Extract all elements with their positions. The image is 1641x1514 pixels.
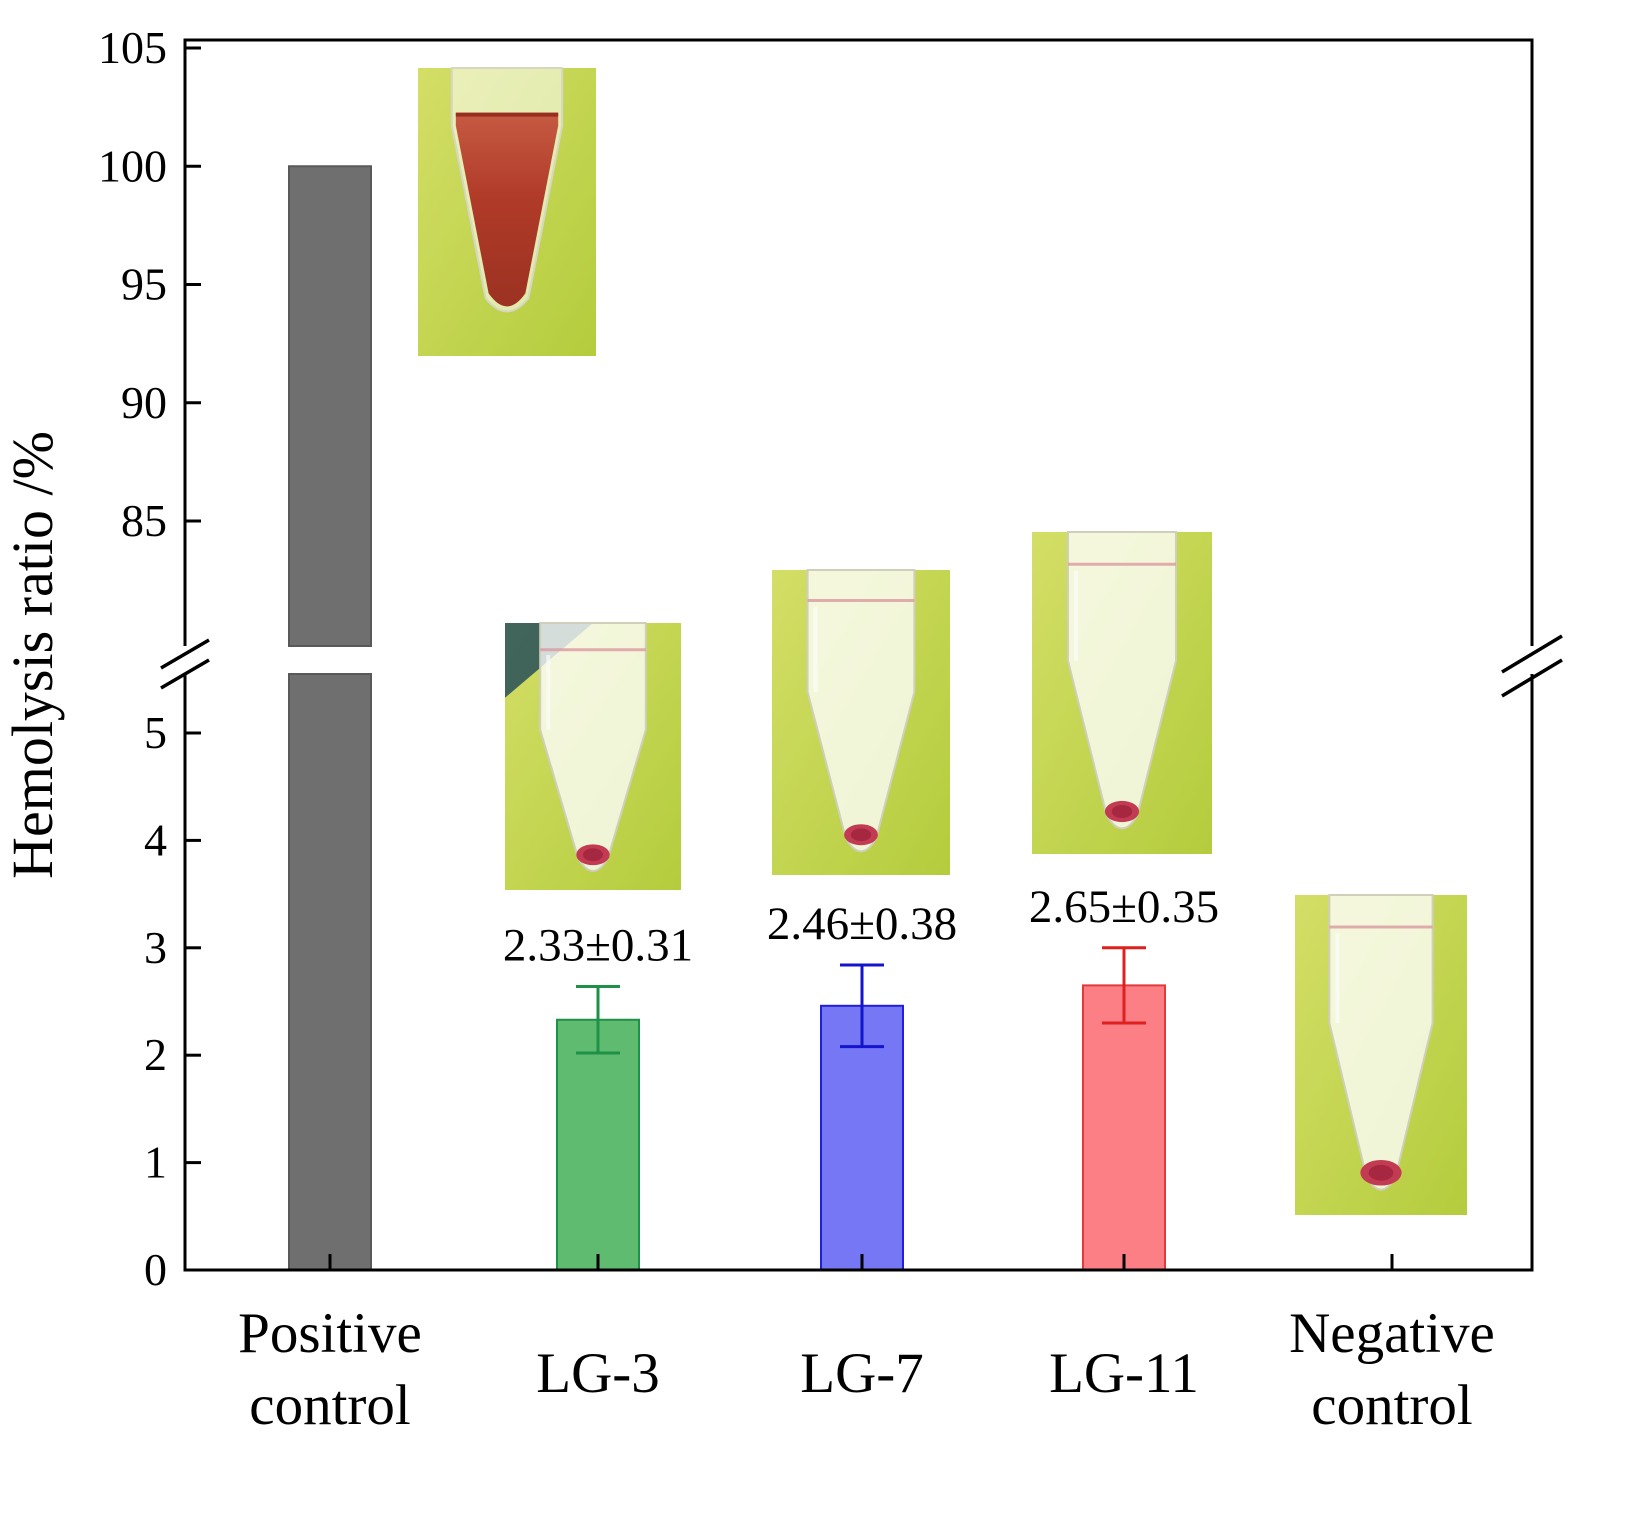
bar-positive-control-lower: [288, 673, 372, 1271]
error-bar-lg-11: [1102, 946, 1146, 1025]
bars: [288, 165, 1166, 1272]
lg7-tube-photo: [772, 569, 950, 875]
bar-lg-11: [1082, 984, 1166, 1271]
red-hemolyzed-liquid: [455, 112, 559, 307]
x-tick-label: LG-11: [1049, 1342, 1199, 1405]
y-tick-label: 95: [121, 259, 167, 310]
y-tick-label: 85: [121, 495, 167, 546]
labels: 85 90 95 100 105 0 1 2 3 4 5 Positive control LG-3 LG-…: [98, 22, 1495, 1437]
red-cell-pellet-core: [582, 848, 604, 862]
bar-lg-3: [556, 1018, 640, 1271]
axis-break-gap-left: [180, 646, 190, 674]
lg3-tube-photo: [505, 622, 681, 890]
y-tick-label: 4: [144, 814, 167, 865]
x-tick-label: Positive: [238, 1302, 422, 1365]
tube-photos: [418, 67, 1467, 1215]
bar-lg-7: [820, 1004, 904, 1272]
y-tick-label: 1: [144, 1137, 167, 1188]
red-cell-pellet-core: [850, 828, 872, 842]
y-tick-label: 100: [98, 140, 167, 191]
x-tick-label: Negative: [1289, 1302, 1495, 1365]
y-tick-label: 2: [144, 1029, 167, 1080]
y-tick-label: 105: [98, 22, 167, 73]
axis-break-gap-right: [1527, 646, 1537, 674]
axis-break-marks: [160, 634, 1563, 698]
error-bar-lg-3: [576, 984, 620, 1055]
red-cell-pellet-core: [1368, 1164, 1394, 1181]
y-tick-label: 90: [121, 377, 167, 428]
bar-value-annotation: 2.46±0.38: [767, 898, 957, 950]
y-tick-label: 3: [144, 922, 167, 973]
x-tick-label: control: [1311, 1374, 1472, 1437]
error-bar-lg-7: [840, 963, 884, 1049]
bar-value-annotation: 2.65±0.35: [1029, 881, 1219, 933]
y-tick-label: 0: [144, 1244, 167, 1295]
lg11-tube-photo: [1032, 531, 1212, 854]
bar-positive-control-upper: [288, 165, 372, 647]
bar-value-annotation: 2.33±0.31: [503, 919, 693, 971]
x-tick-label: LG-7: [800, 1342, 923, 1405]
y-axis-title: Hemolysis ratio /%: [0, 431, 65, 879]
red-cell-pellet-core: [1111, 804, 1133, 818]
x-tick-label: control: [249, 1374, 410, 1437]
negative-control-tube-photo: [1295, 894, 1467, 1215]
positive-control-tube-photo: [418, 67, 596, 356]
x-tick-label: LG-3: [536, 1342, 659, 1405]
y-tick-label: 5: [144, 707, 167, 758]
